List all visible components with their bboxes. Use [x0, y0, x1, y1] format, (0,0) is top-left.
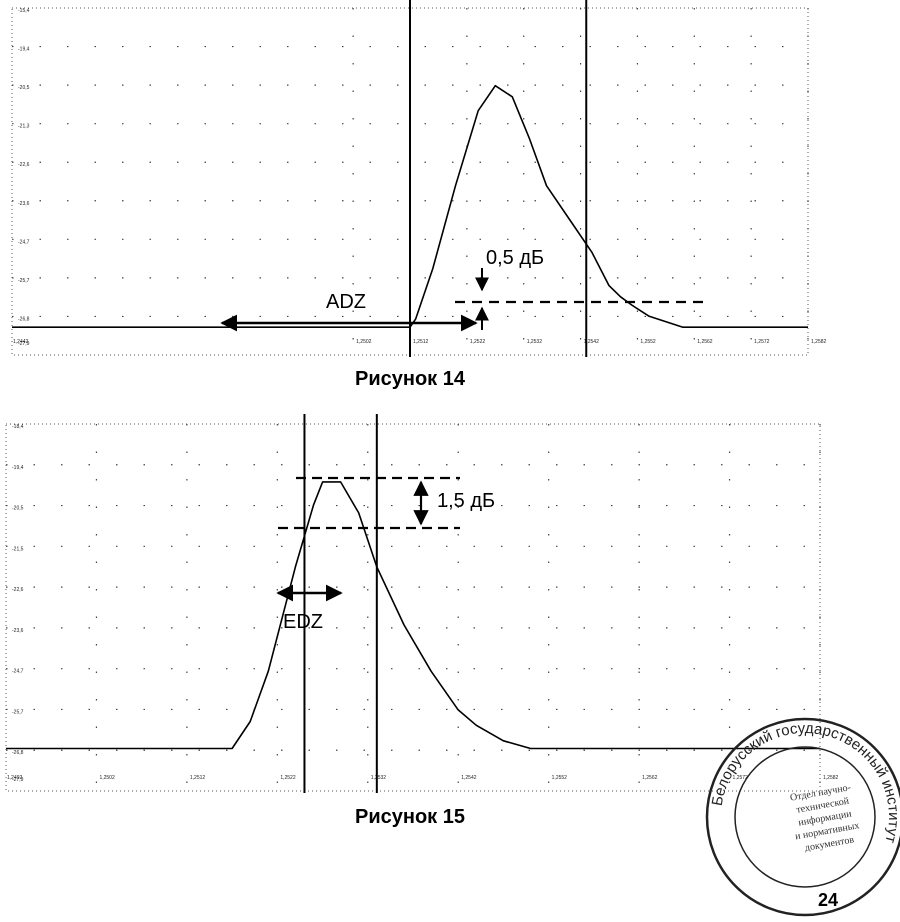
y-tick-label: -26,8	[18, 316, 30, 322]
y-tick-label: -24,7	[18, 239, 30, 245]
adz-label: ADZ	[326, 291, 366, 313]
y-tick-label: -27,9	[18, 341, 30, 347]
x-tick-label: 1,2532	[527, 339, 543, 345]
x-tick-label: 1,2542	[461, 775, 477, 781]
x-tick-label: 1,2532	[371, 775, 387, 781]
edz-label: EDZ	[283, 611, 323, 633]
institution-stamp: Белорусский государственный институт	[705, 717, 900, 917]
x-tick-label: 1,2512	[190, 775, 206, 781]
x-tick-label: 1,2492	[7, 775, 23, 781]
y-tick-label: -26,8	[12, 750, 24, 756]
x-tick-label: 1,2562	[697, 339, 713, 345]
x-tick-label: 1,2572	[754, 339, 770, 345]
x-tick-label: 1,2552	[640, 339, 656, 345]
x-tick-label: 1,2442	[13, 339, 29, 345]
figure-15-caption: Рисунок 15	[355, 806, 465, 828]
x-tick-label: 1,2512	[413, 339, 429, 345]
y-tick-label: -22,6	[18, 162, 30, 168]
reflectogram-trace	[12, 84, 808, 328]
chart-15: -18,4 -19,4 -20,5 -21,5 -22,6 -23,6 -24,7 -25,7…	[5, 414, 839, 793]
reflectogram-trace	[6, 481, 820, 750]
level-label: 0,5 дБ	[486, 247, 544, 269]
x-tick-label: 1,2572	[733, 775, 749, 781]
y-tick-label: -20,5	[18, 85, 30, 91]
x-tick-label: 1,2552	[552, 775, 568, 781]
figure-15: -18,4 -19,4 -20,5 -21,5 -22,6 -23,6 -24,7 -25,7…	[0, 414, 900, 804]
x-tick-label: 1,2542	[584, 339, 600, 345]
x-tick-label: 1,2562	[642, 775, 658, 781]
y-tick-label: -19,4	[12, 465, 24, 471]
y-tick-label: -18,4	[12, 424, 24, 430]
y-tick-label: -25,7	[12, 709, 24, 715]
x-tick-label: 1,2582	[811, 339, 827, 345]
y-tick-label: -23,6	[18, 201, 30, 207]
y-tick-label: -19,4	[18, 47, 30, 53]
x-tick-label: 1,2582	[823, 775, 839, 781]
chart-14: -15,4 -19,4 -20,5 -21,3 -22,6 -23,6 -24,7 -25,7…	[11, 0, 827, 357]
y-tick-label: -20,5	[12, 506, 24, 512]
x-tick-label: 1,2522	[470, 339, 486, 345]
level-label: 1,5 дБ	[437, 490, 495, 512]
x-tick-label: 1,2522	[280, 775, 296, 781]
plot-frame	[5, 423, 821, 792]
y-tick-label: -23,6	[12, 628, 24, 634]
y-tick-label: -25,7	[18, 278, 30, 284]
figure-14: -15,4 -19,4 -20,5 -21,3 -22,6 -23,6 -24,7 -25,7…	[0, 0, 900, 365]
y-tick-label: -21,5	[12, 546, 24, 552]
y-tick-label: -21,3	[18, 124, 30, 130]
figure-14-caption: Рисунок 14	[355, 368, 465, 390]
y-tick-label: -22,6	[12, 587, 24, 593]
y-tick-label: -24,7	[12, 669, 24, 675]
page-number: 24	[818, 890, 839, 910]
x-tick-label: 1,2502	[99, 775, 115, 781]
x-tick-label: 1,2502	[356, 339, 372, 345]
y-tick-label: -15,4	[18, 8, 30, 14]
y-tick-label: -27,9	[12, 777, 24, 783]
